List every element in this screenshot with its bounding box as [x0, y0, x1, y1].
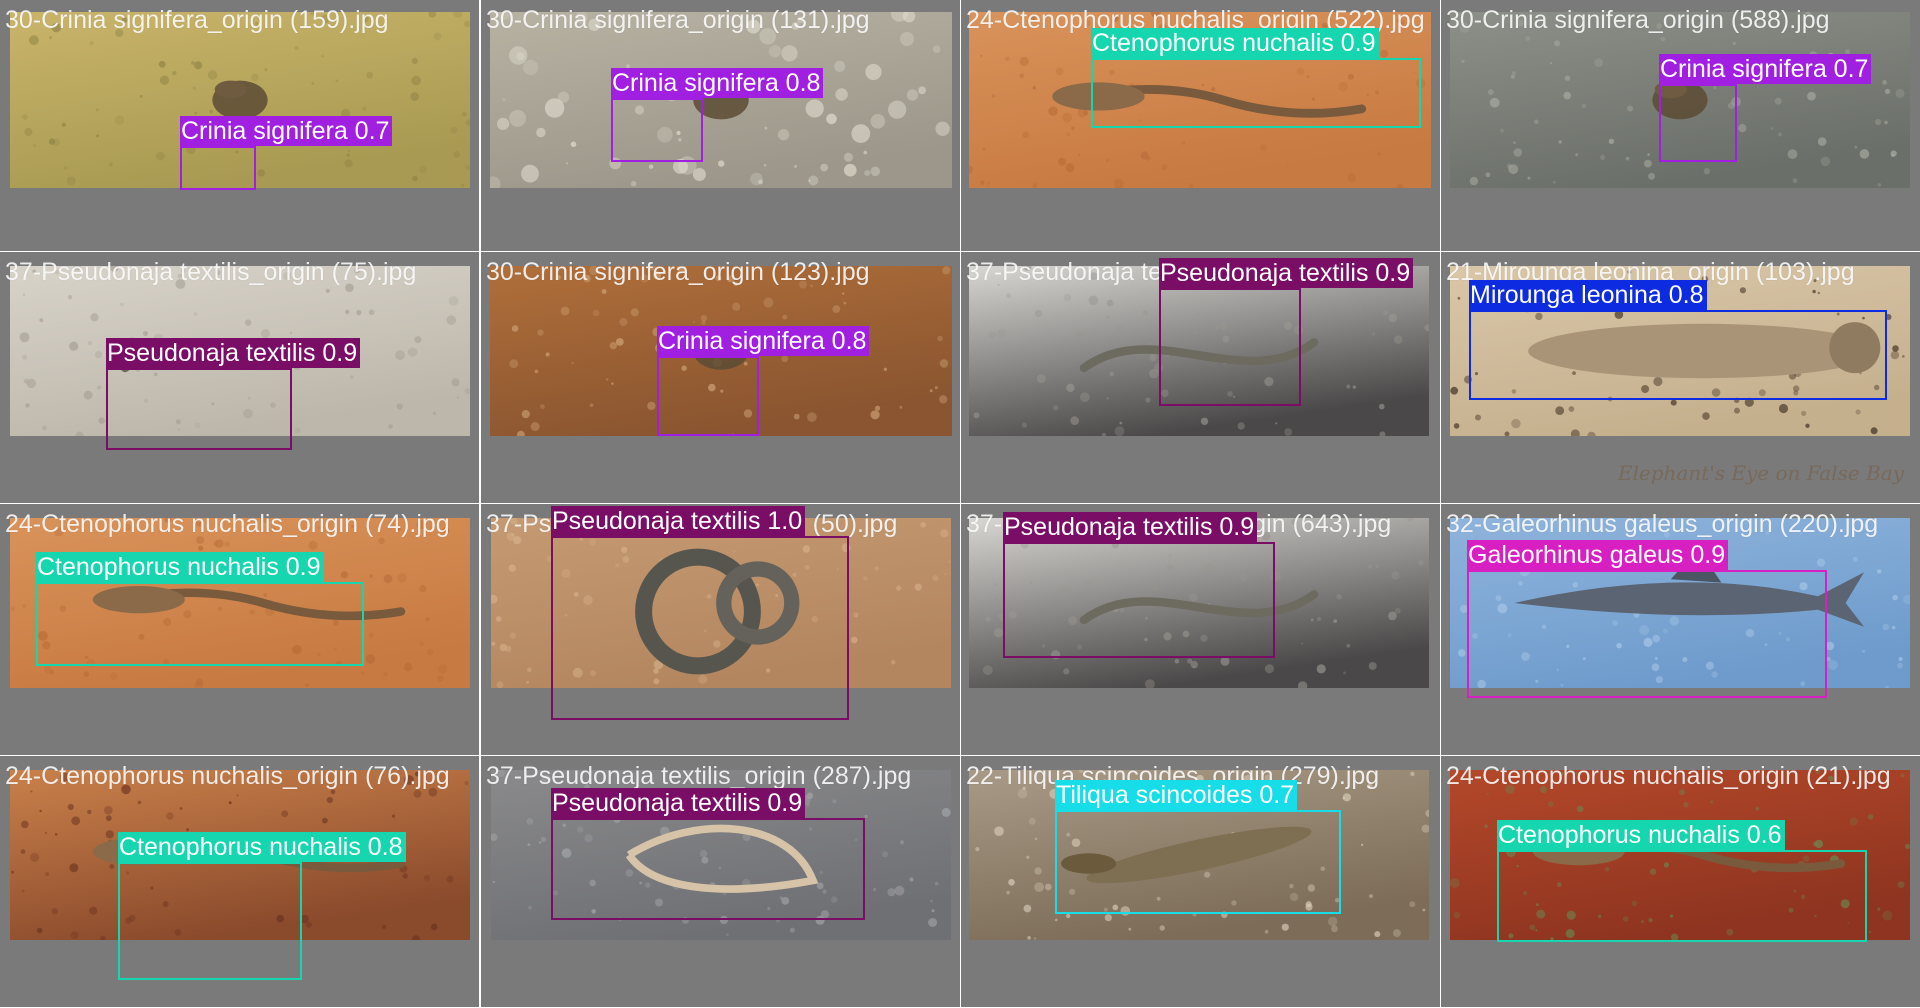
detection-box [1159, 288, 1301, 406]
detection-label: Ctenophorus nuchalis 0.6 [1497, 820, 1785, 850]
detection-label: Ctenophorus nuchalis 0.8 [118, 832, 406, 862]
grid-cell: 37-Pseudonaja textilis_origin (75).jpg Ps… [0, 252, 479, 503]
image-filename: 24-Ctenophorus nuchalis_origin (21).jpg [1446, 762, 1891, 791]
detection-box [1659, 84, 1737, 162]
grid-cell: 30-Crinia signifera_origin (131).jpg Crin… [481, 0, 960, 251]
detection-label: Pseudonaja textilis 0.9 [106, 338, 360, 368]
detection-box [180, 146, 256, 190]
detection-label: Crinia signifera 0.8 [657, 326, 869, 356]
detection-label: Tiliqua scincoides 0.7 [1055, 780, 1297, 810]
grid-cell: Elephant's Eye on False Bay 21-Mirounga l… [1441, 252, 1920, 503]
detection-box [657, 356, 759, 436]
detection-label: Pseudonaja textilis 0.9 [1003, 512, 1257, 542]
image-filename: 24-Ctenophorus nuchalis_origin (76).jpg [5, 762, 450, 791]
grid-cell: 37-Pseudonaja textilis_origin (50).jpgPs… [481, 504, 960, 755]
detection-box [1469, 310, 1887, 400]
grid-cell: 30-Crinia signifera_origin (159).jpg Crin… [0, 0, 479, 251]
detection-box [36, 582, 364, 666]
detection-box [118, 862, 302, 980]
grid-cell: 24-Ctenophorus nuchalis_origin (74).jpg C… [0, 504, 479, 755]
detection-box [611, 98, 703, 162]
detection-label: Pseudonaja textilis 0.9 [1159, 258, 1413, 288]
grid-cell: 30-Crinia signifera_origin (588).jpg Crin… [1441, 0, 1920, 251]
grid-cell: 24-Ctenophorus nuchalis_origin (76).jpg C… [0, 756, 479, 1007]
grid-cell: 30-Crinia signifera_origin (123).jpg Crin… [481, 252, 960, 503]
detection-label: Ctenophorus nuchalis 0.9 [1091, 28, 1379, 58]
grid-cell: 24-Ctenophorus nuchalis_origin (21).jpg C… [1441, 756, 1920, 1007]
grid-cell: 37-Pseudonaja textilis_origin (287).jpg P… [481, 756, 960, 1007]
image-filename: 37-Pseudonaja textilis_origin (287).jpg [486, 762, 911, 791]
detection-box [1467, 570, 1827, 698]
image-filename: 32-Galeorhinus galeus_origin (220).jpg [1446, 510, 1878, 539]
detection-label: Crinia signifera 0.7 [180, 116, 392, 146]
cell-photo [490, 12, 952, 188]
photo-watermark: Elephant's Eye on False Bay [1618, 461, 1904, 485]
detection-box [106, 368, 292, 450]
grid-cell: 22-Tiliqua scincoides_origin (279).jpg Ti… [961, 756, 1440, 1007]
detection-box [1091, 58, 1421, 128]
grid-cell: 24-Ctenophorus nuchalis_origin (522).jpg… [961, 0, 1440, 251]
detection-box [551, 536, 849, 720]
grid-cell: 37-Pseudonaja textilis_origin (643).jpgP… [961, 504, 1440, 755]
detection-label: Galeorhinus galeus 0.9 [1467, 540, 1728, 570]
image-filename: 30-Crinia signifera_origin (159).jpg [5, 6, 389, 35]
image-filename: 24-Ctenophorus nuchalis_origin (74).jpg [5, 510, 450, 539]
detection-label: Crinia signifera 0.7 [1659, 54, 1871, 84]
image-filename: 30-Crinia signifera_origin (588).jpg [1446, 6, 1830, 35]
detection-label: Pseudonaja textilis 1.0 [551, 506, 805, 536]
image-filename: 37-Pseudonaja textilis_origin (75).jpg [5, 258, 416, 287]
detection-box [551, 818, 865, 920]
detection-label: Mirounga leonina 0.8 [1469, 280, 1707, 310]
grid-cell: 32-Galeorhinus galeus_origin (220).jpg Ga… [1441, 504, 1920, 755]
image-filename: 30-Crinia signifera_origin (131).jpg [486, 6, 870, 35]
detection-box [1497, 850, 1867, 942]
detection-box [1003, 542, 1275, 658]
detection-box [1055, 810, 1341, 914]
detection-label: Ctenophorus nuchalis 0.9 [36, 552, 324, 582]
image-filename: 30-Crinia signifera_origin (123).jpg [486, 258, 870, 287]
grid-cell: 37-Pseudonaja textilis_origin (599).jpgP… [961, 252, 1440, 503]
detection-label: Pseudonaja textilis 0.9 [551, 788, 805, 818]
detection-label: Crinia signifera 0.8 [611, 68, 823, 98]
